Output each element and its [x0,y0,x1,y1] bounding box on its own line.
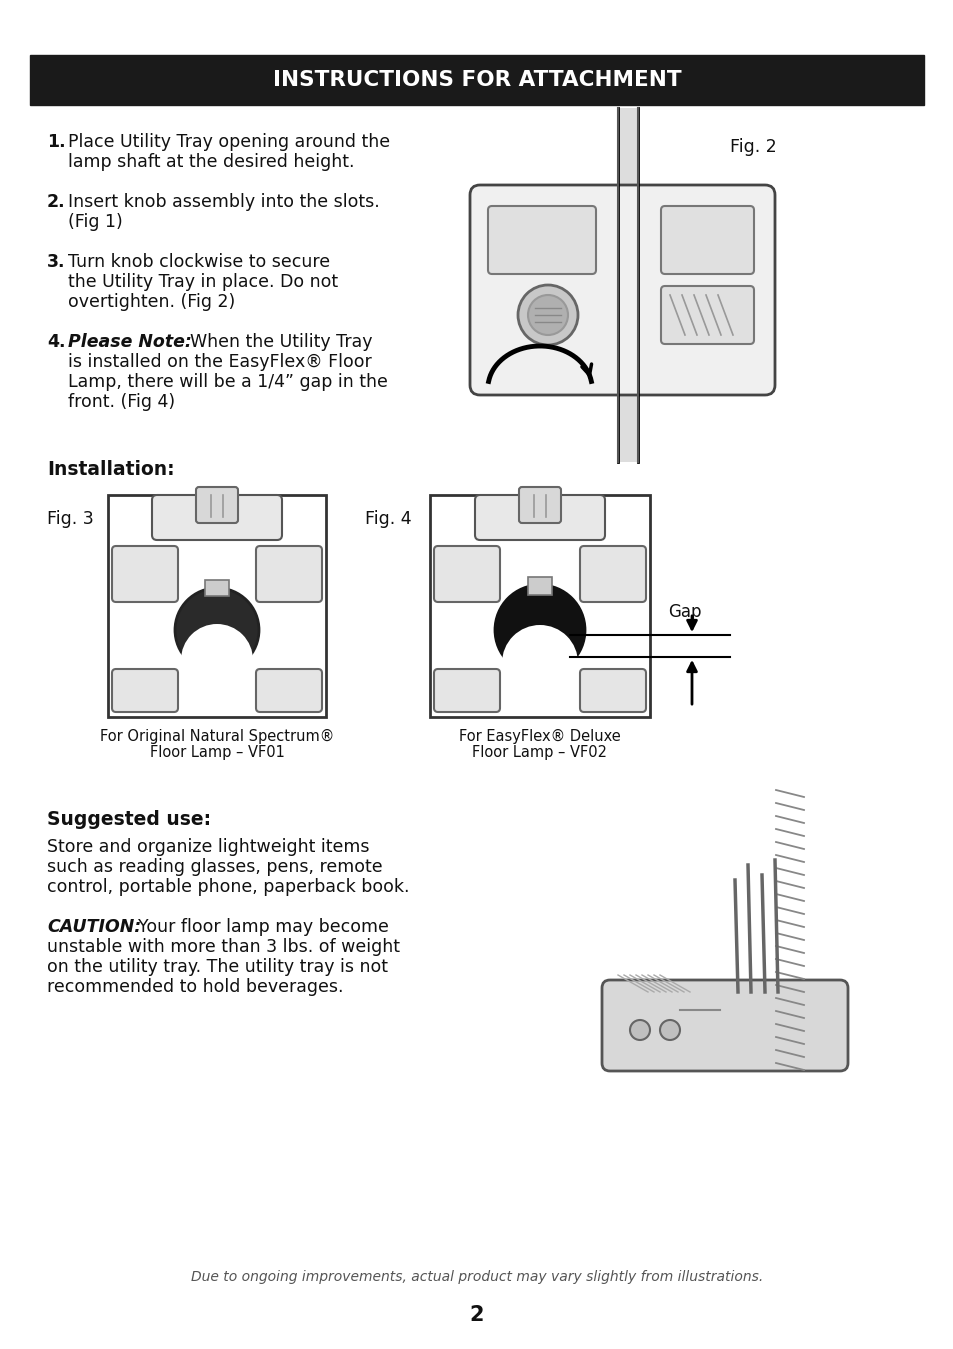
Text: Lamp, there will be a 1/4” gap in the: Lamp, there will be a 1/4” gap in the [68,374,388,391]
Text: the Utility Tray in place. Do not: the Utility Tray in place. Do not [68,272,337,291]
Circle shape [501,625,578,701]
FancyBboxPatch shape [112,669,178,712]
FancyBboxPatch shape [579,546,645,602]
Text: When the Utility Tray: When the Utility Tray [190,333,372,351]
Bar [527,577,552,595]
Text: For Original Natural Spectrum®: For Original Natural Spectrum® [100,728,334,745]
Text: 2: 2 [469,1304,484,1325]
Text: (Fig 1): (Fig 1) [68,213,123,231]
Text: Fig. 3: Fig. 3 [47,510,93,527]
Text: Fig. 4: Fig. 4 [365,510,411,527]
Circle shape [181,625,253,696]
Text: unstable with more than 3 lbs. of weight: unstable with more than 3 lbs. of weight [47,938,399,956]
FancyBboxPatch shape [660,286,753,344]
Text: Installation:: Installation: [47,460,174,479]
Text: Floor Lamp – VF02: Floor Lamp – VF02 [472,745,607,759]
Text: control, portable phone, paperback book.: control, portable phone, paperback book. [47,878,409,896]
FancyBboxPatch shape [660,206,753,274]
Text: Fig. 2: Fig. 2 [729,138,776,156]
Bar [618,108,638,461]
Text: 3.: 3. [47,254,66,271]
FancyBboxPatch shape [470,185,774,395]
Text: 4.: 4. [47,333,66,351]
FancyBboxPatch shape [475,495,604,540]
Text: overtighten. (Fig 2): overtighten. (Fig 2) [68,293,235,312]
Circle shape [629,1020,649,1040]
Text: lamp shaft at the desired height.: lamp shaft at the desired height. [68,152,355,171]
Text: Due to ongoing improvements, actual product may vary slightly from illustrations: Due to ongoing improvements, actual prod… [191,1269,762,1284]
FancyBboxPatch shape [255,669,322,712]
FancyBboxPatch shape [255,546,322,602]
Bar [30,55,923,105]
Text: Place Utility Tray opening around the: Place Utility Tray opening around the [68,134,390,151]
Circle shape [495,585,584,674]
Text: Please Note:: Please Note: [68,333,192,351]
Circle shape [517,285,578,345]
Text: Store and organize lightweight items: Store and organize lightweight items [47,838,369,857]
Bar [205,580,229,596]
FancyBboxPatch shape [601,979,847,1071]
Text: 1.: 1. [47,134,66,151]
Text: Suggested use:: Suggested use: [47,809,211,830]
FancyBboxPatch shape [434,669,499,712]
FancyBboxPatch shape [112,546,178,602]
FancyBboxPatch shape [152,495,282,540]
Text: front. (Fig 4): front. (Fig 4) [68,393,175,411]
FancyBboxPatch shape [579,669,645,712]
Bar [108,495,326,718]
Text: Gap: Gap [667,603,700,621]
Text: Floor Lamp – VF01: Floor Lamp – VF01 [150,745,284,759]
Circle shape [174,588,258,672]
Text: 2.: 2. [47,193,66,210]
FancyBboxPatch shape [518,487,560,523]
Text: is installed on the EasyFlex® Floor: is installed on the EasyFlex® Floor [68,353,372,371]
Text: such as reading glasses, pens, remote: such as reading glasses, pens, remote [47,858,382,876]
FancyBboxPatch shape [195,487,237,523]
FancyBboxPatch shape [434,546,499,602]
Text: Insert knob assembly into the slots.: Insert knob assembly into the slots. [68,193,379,210]
Text: Your floor lamp may become: Your floor lamp may become [138,919,389,936]
Text: CAUTION:: CAUTION: [47,919,141,936]
Bar [430,495,649,718]
Text: INSTRUCTIONS FOR ATTACHMENT: INSTRUCTIONS FOR ATTACHMENT [273,70,680,90]
Circle shape [527,295,567,335]
Circle shape [659,1020,679,1040]
Text: on the utility tray. The utility tray is not: on the utility tray. The utility tray is… [47,958,388,975]
Text: Turn knob clockwise to secure: Turn knob clockwise to secure [68,254,330,271]
Text: For EasyFlex® Deluxe: For EasyFlex® Deluxe [458,728,620,745]
Text: recommended to hold beverages.: recommended to hold beverages. [47,978,343,996]
FancyBboxPatch shape [488,206,596,274]
